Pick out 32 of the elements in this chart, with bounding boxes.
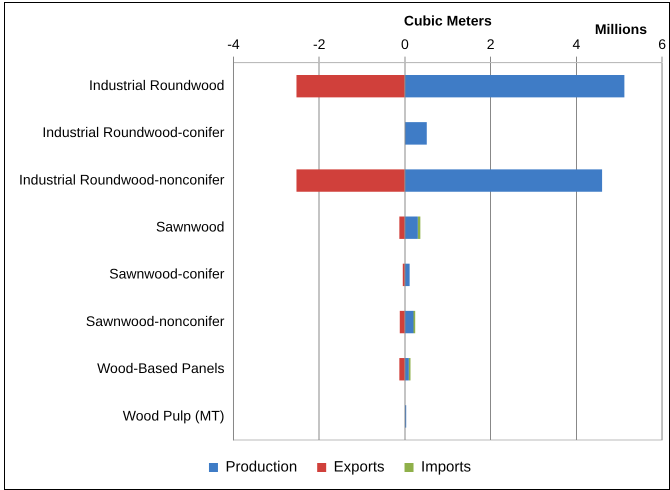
y-tick-label: Sawnwood-nonconifer [86, 312, 225, 329]
y-tick-label: Industrial Roundwood [89, 77, 224, 94]
x-tick-label: 4 [572, 36, 580, 52]
bar [418, 216, 420, 239]
bar [405, 310, 414, 334]
x-tick-label: -2 [312, 36, 326, 52]
x-tick-label: 2 [486, 36, 495, 52]
x-axis-title: Cubic Meters [404, 12, 492, 28]
y-tick-label: Wood Pulp (MT) [122, 407, 224, 424]
x-tick-label: 6 [658, 36, 666, 52]
bar [405, 122, 427, 145]
y-tick-label: Wood-Based Panels [97, 360, 224, 376]
bar [399, 358, 404, 380]
y-tick-label: Sawnwood [156, 218, 224, 235]
bar [400, 310, 404, 334]
bar [405, 358, 409, 380]
legend-label: Imports [421, 458, 472, 476]
bar [296, 169, 404, 192]
x-tick-label: -4 [227, 36, 240, 52]
bar [405, 216, 418, 239]
legend-label: Exports [334, 458, 385, 476]
y-tick-label: Industrial Roundwood-nonconifer [18, 171, 225, 188]
text: Millions [594, 21, 647, 37]
y-tick-label: Industrial Roundwood-conifer [42, 124, 225, 140]
bar [399, 216, 404, 239]
y-tick-label: Sawnwood-conifer [109, 266, 225, 282]
legend-label: Production [225, 458, 298, 476]
bar [405, 264, 410, 286]
bar [405, 74, 624, 98]
bar [405, 169, 602, 192]
x-tick-label: 0 [401, 36, 410, 52]
bar [296, 74, 404, 98]
